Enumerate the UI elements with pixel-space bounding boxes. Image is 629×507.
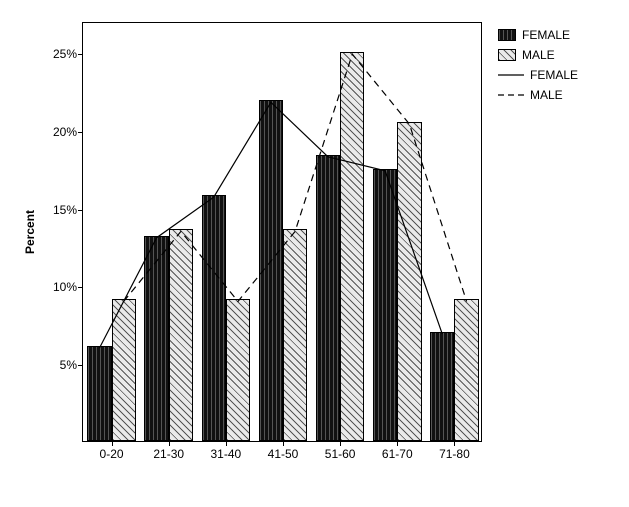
y-tick-label: 20% [53, 125, 83, 139]
bar-male [397, 122, 421, 441]
bar-female [87, 346, 111, 441]
bar-male [340, 52, 364, 441]
y-tick-label: 15% [53, 203, 83, 217]
plot-inner: 5%10%15%20%25%0-2021-3031-4041-5051-6061… [83, 23, 481, 441]
bar-female [373, 169, 397, 441]
legend-label: FEMALE [522, 28, 570, 42]
bar-female [144, 236, 168, 441]
bar-male [169, 229, 193, 441]
x-tick-label: 51-60 [325, 441, 356, 461]
legend-line-solid-icon [498, 68, 524, 82]
bar-male [283, 229, 307, 441]
legend-item: FEMALE [498, 66, 578, 84]
bar-male [454, 299, 478, 441]
legend-swatch-female-icon [498, 29, 516, 41]
legend-label: FEMALE [530, 68, 578, 82]
x-tick-label: 41-50 [268, 441, 299, 461]
plot-area: 5%10%15%20%25%0-2021-3031-4041-5051-6061… [82, 22, 482, 442]
chart-stage: Percent 5%10%15%20%25%0-2021-3031-4041-5… [0, 0, 629, 507]
x-tick-label: 0-20 [100, 441, 124, 461]
legend-item: MALE [498, 86, 578, 104]
bar-male [112, 299, 136, 441]
legend-swatch-male-icon [498, 49, 516, 61]
x-tick-label: 71-80 [439, 441, 470, 461]
y-tick-label: 25% [53, 47, 83, 61]
y-axis-label: Percent [23, 210, 37, 254]
legend-label: MALE [522, 48, 555, 62]
legend-line-dashed-icon [498, 88, 524, 102]
bar-female [316, 155, 340, 441]
bar-male [226, 299, 250, 441]
legend-label: MALE [530, 88, 563, 102]
bar-female [259, 100, 283, 441]
bar-female [202, 195, 226, 441]
legend: FEMALE MALE FEMALE MALE [498, 26, 578, 106]
y-tick-label: 10% [53, 280, 83, 294]
x-tick-label: 21-30 [153, 441, 184, 461]
x-tick-label: 61-70 [382, 441, 413, 461]
legend-item: FEMALE [498, 26, 578, 44]
legend-item: MALE [498, 46, 578, 64]
bar-female [430, 332, 454, 441]
x-tick-label: 31-40 [210, 441, 241, 461]
y-tick-label: 5% [60, 358, 83, 372]
